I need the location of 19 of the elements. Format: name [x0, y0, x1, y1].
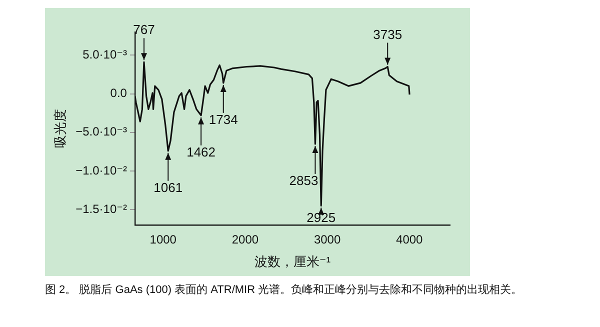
x-axis-title: 波数，厘米⁻¹: [254, 254, 332, 269]
y-tick-label: 5.0·10⁻³: [82, 47, 127, 62]
x-tick-label: 3000: [314, 232, 341, 247]
annotation: 767: [133, 22, 155, 38]
y-tick-label: 0.0: [110, 86, 128, 100]
y-tick-label: −1.0·10⁻²: [76, 163, 127, 178]
y-tick-label: −5.0·10⁻³: [76, 124, 127, 139]
annotation: 1061: [154, 180, 183, 195]
annotation: 1734: [208, 112, 238, 128]
y-tick-label: −1.5·10⁻²: [76, 202, 127, 216]
x-tick-label: 1000: [150, 232, 177, 247]
annotation: 1462: [186, 144, 216, 160]
annotation: 3735: [373, 26, 402, 42]
caption: 图 2。 脱脂后 GaAs (100) 表面的 ATR/MIR 光谱。负峰和正峰分别与去除和不同物种的出现相关。: [45, 282, 524, 297]
x-tick-label: 4000: [396, 232, 424, 247]
x-tick-label: 2000: [232, 232, 259, 247]
y-axis-title: 吸光度: [52, 109, 68, 148]
annotation: 2925: [306, 210, 336, 226]
annotation: 2853: [289, 173, 318, 188]
